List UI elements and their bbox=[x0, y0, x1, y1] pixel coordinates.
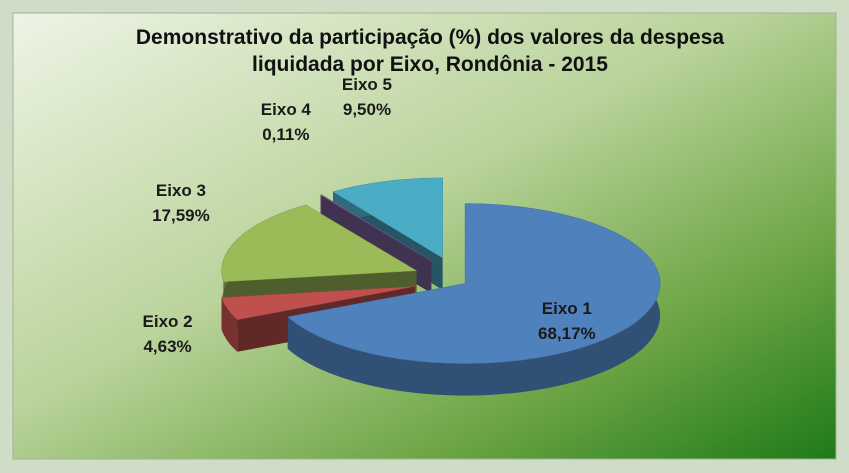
labels: Eixo 1 68,17% Eixo 2 4,63% Eixo 3 17,59% Eixo … bbox=[143, 75, 596, 356]
category-label: Eixo 3 bbox=[156, 181, 206, 200]
data-label: 0,11% bbox=[262, 125, 309, 144]
slice bbox=[287, 203, 661, 396]
slice-top bbox=[319, 194, 432, 262]
data-label: 9,50% bbox=[343, 100, 391, 119]
slice-top bbox=[332, 177, 443, 259]
chart-title: Demonstrativo da participação (%) dos va… bbox=[135, 26, 725, 76]
data-label: 17,59% bbox=[152, 206, 210, 225]
category-label: Eixo 5 bbox=[342, 75, 392, 94]
slice-top bbox=[287, 203, 661, 364]
data-label: 68,17% bbox=[538, 324, 596, 343]
slice-side bbox=[221, 297, 238, 352]
category-label: Eixo 2 bbox=[143, 312, 193, 331]
slice-top bbox=[221, 286, 415, 321]
slice-top bbox=[221, 204, 418, 282]
category-label: Eixo 4 bbox=[261, 100, 312, 119]
data-label: 4,63% bbox=[143, 337, 191, 356]
pie bbox=[221, 177, 661, 396]
category-label: Eixo 1 bbox=[542, 299, 592, 318]
